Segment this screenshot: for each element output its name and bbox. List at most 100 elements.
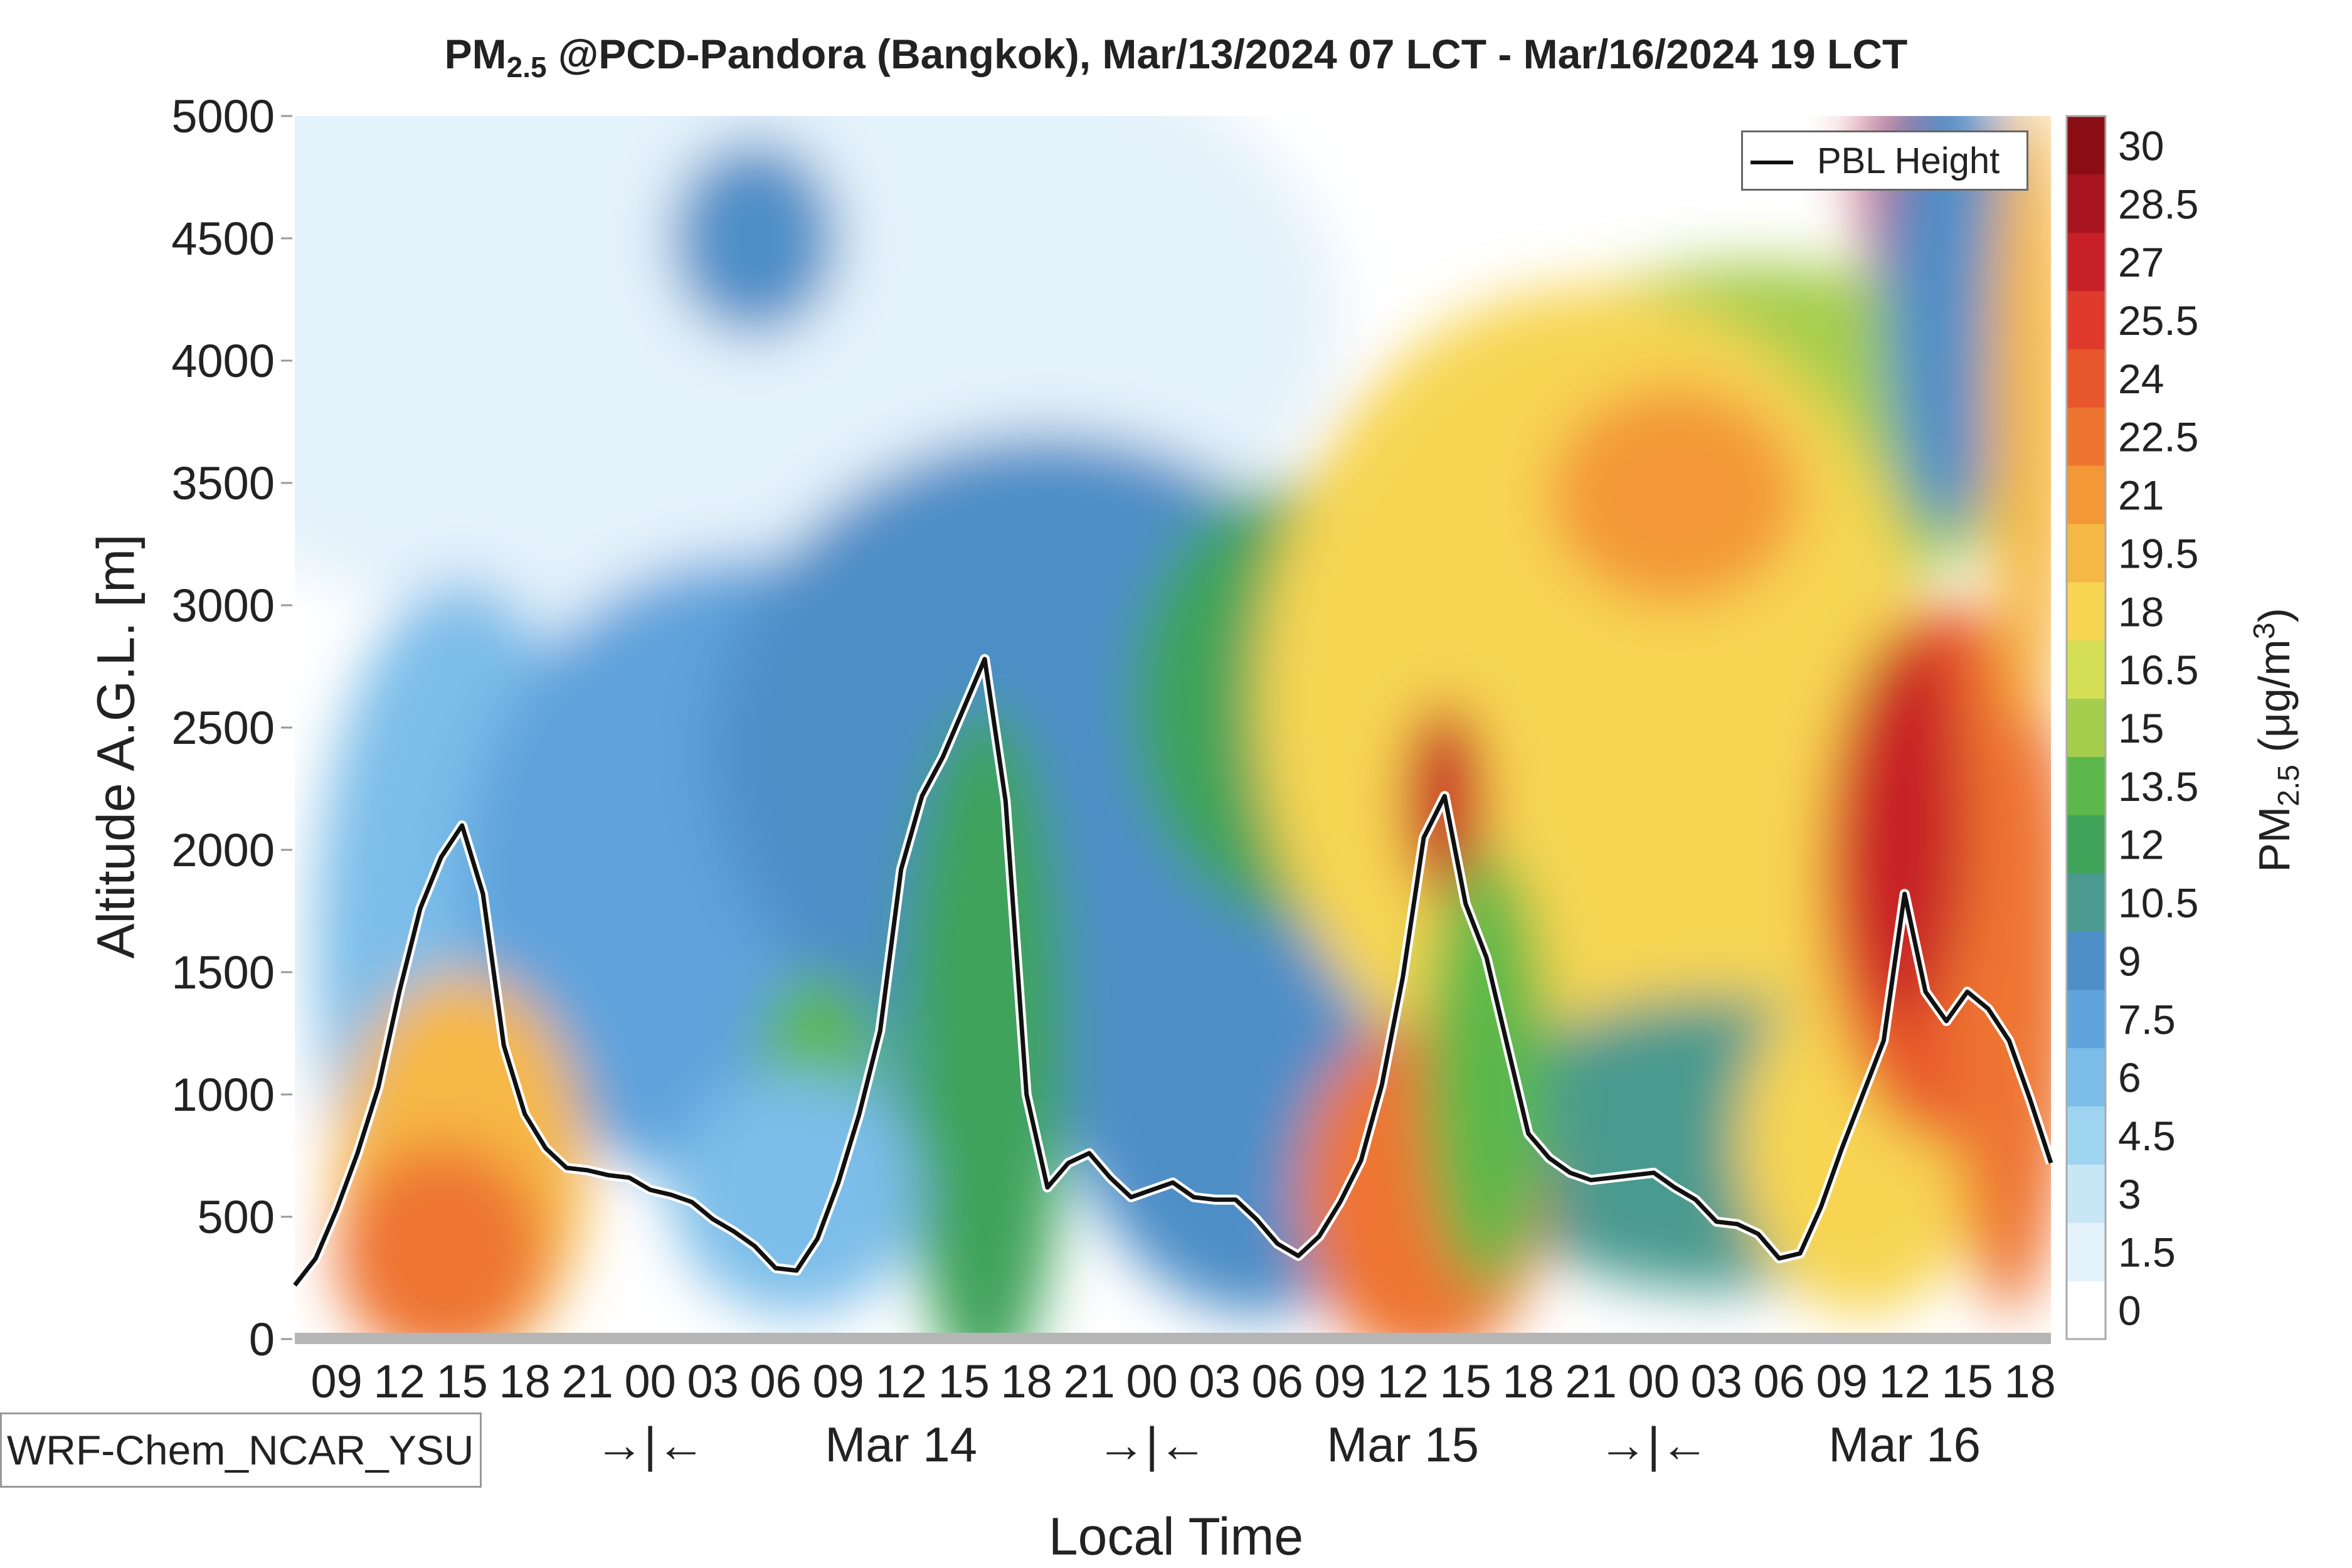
- x-tick-label: 21: [1064, 1355, 1115, 1407]
- day-label: →|←: [595, 1417, 706, 1472]
- colorbar-swatch: [2067, 873, 2106, 932]
- colorbar-swatch: [2067, 698, 2106, 757]
- x-axis-label: Local Time: [1048, 1507, 1304, 1566]
- y-axis: 0 500 1000 1500 2000 2500 3000 3500 4000 4500 5000: [171, 90, 292, 1365]
- colorbar-tick-label: 13.5: [2118, 763, 2198, 810]
- pm25-field: [295, 116, 2051, 1339]
- colorbar-swatch: [2067, 407, 2106, 466]
- colorbar-tick-label: 9: [2118, 938, 2141, 984]
- x-tick-label: 09: [311, 1355, 363, 1407]
- field-blob-10: [1549, 385, 1800, 605]
- field-blob-25: [671, 1070, 922, 1315]
- pbl-height-series: [290, 654, 2056, 1289]
- colorbar-tick-label: 16.5: [2118, 647, 2198, 693]
- y-tick-label: 3000: [171, 580, 275, 632]
- x-tick-label: 12: [1377, 1355, 1429, 1407]
- plot-area: [290, 116, 2056, 1344]
- x-tick-label: 03: [687, 1355, 739, 1407]
- x-tick-label: 15: [437, 1355, 488, 1407]
- legend: PBL Height: [1741, 130, 2028, 191]
- colorbar-tick-label: 1.5: [2118, 1229, 2176, 1276]
- x-tick-label: 15: [938, 1355, 990, 1407]
- x-tick-label: 03: [1691, 1355, 1742, 1407]
- colorbar-tick-label: 30: [2118, 122, 2164, 169]
- day-label: Mar 16: [1828, 1417, 1981, 1472]
- x-tick-label: 06: [1754, 1355, 1805, 1407]
- colorbar-frame: [2065, 115, 2107, 1340]
- colorbar-swatch: [2067, 349, 2106, 408]
- colorbar-tick-label: 12: [2118, 822, 2164, 868]
- field-blob-19: [1946, 630, 2051, 1315]
- colorbar-swatch: [2067, 232, 2106, 292]
- x-tick-label: 06: [1252, 1355, 1303, 1407]
- colorbar-swatch: [2067, 174, 2106, 233]
- y-tick-label: 2000: [171, 824, 275, 876]
- x-tick-label: 18: [1503, 1355, 1554, 1407]
- colorbar-swatch: [2067, 815, 2106, 874]
- colorbar-swatch: [2067, 640, 2106, 699]
- y-axis-label: Altitude A.G.L. [m]: [86, 534, 146, 959]
- field-blob-24: [671, 140, 839, 336]
- day-label: →|←: [1599, 1417, 1709, 1472]
- field-blob-20: [1841, 630, 1968, 1021]
- day-label: Mar 15: [1327, 1417, 1479, 1472]
- field-blob-5: [901, 703, 1069, 1339]
- colorbar-swatch: [2067, 1164, 2106, 1223]
- field-blob-22: [1883, 116, 2010, 532]
- field-blob-16: [1424, 850, 1549, 1290]
- x-tick-label: 06: [750, 1355, 802, 1407]
- chart-title: PM2.5 @PCD-Pandora (Bangkok), Mar/13/202…: [444, 31, 1908, 84]
- x-tick-label: 18: [1001, 1355, 1052, 1407]
- colorbar-swatch: [2067, 989, 2106, 1049]
- x-tick-label: 03: [1189, 1355, 1241, 1407]
- colorbar-tick-label: 27: [2118, 239, 2164, 285]
- x-tick-label: 12: [1879, 1355, 1931, 1407]
- colorbar-swatch: [2067, 1047, 2106, 1107]
- x-tick-label: 18: [2005, 1355, 2056, 1407]
- colorbar-swatch: [2067, 1281, 2106, 1340]
- colorbar-tick-label: 3: [2118, 1171, 2141, 1217]
- colorbar-swatch: [2067, 581, 2106, 641]
- x-tick-label: 12: [876, 1355, 927, 1407]
- colorbar: 0 1.5 3 4.5 6 7.5 9 10.5 12 13.5 15 16.5 18 19.5 21 22.…: [2065, 115, 2198, 1340]
- y-tick-label: 5000: [171, 90, 275, 142]
- legend-line-swatch: [1751, 161, 1793, 164]
- x-axis: 09 12 15 18 21 00 03 06 09 12 15 18 21 00 03 06 09 12 15 18…: [311, 1355, 2056, 1472]
- y-tick-label: 3500: [171, 457, 275, 509]
- x-tick-label: 09: [1816, 1355, 1868, 1407]
- colorbar-swatch: [2067, 1106, 2106, 1165]
- colorbar-tick-label: 0: [2118, 1288, 2141, 1334]
- colorbar-tick-label: 4.5: [2118, 1113, 2176, 1159]
- x-tick-label: 18: [499, 1355, 551, 1407]
- y-tick-label: 2500: [171, 702, 275, 754]
- colorbar-tick-label: 7.5: [2118, 996, 2176, 1042]
- colorbar-label: PM2.5 (μg/m3): [2247, 608, 2306, 872]
- model-label: WRF-Chem_NCAR_YSU: [0, 1412, 482, 1488]
- colorbar-tick-label: 19.5: [2118, 530, 2198, 576]
- colorbar-tick-label: 15: [2118, 705, 2164, 751]
- y-tick-label: 0: [249, 1313, 275, 1365]
- day-label: →|←: [1097, 1417, 1207, 1472]
- colorbar-swatch: [2067, 465, 2106, 524]
- colorbar-swatch: [2067, 116, 2106, 175]
- x-tick-label: 15: [1942, 1355, 1993, 1407]
- colorbar-tick-label: 24: [2118, 356, 2164, 402]
- colorbar-swatch: [2067, 524, 2106, 583]
- colorbar-tick-label: 22.5: [2118, 414, 2198, 460]
- legend-label: PBL Height: [1817, 140, 2000, 181]
- colorbar-swatch: [2067, 290, 2106, 349]
- colorbar-tick-label: 18: [2118, 588, 2164, 635]
- day-label: Mar 14: [825, 1417, 977, 1472]
- x-tick-label: 21: [1565, 1355, 1617, 1407]
- x-tick-label: 12: [374, 1355, 425, 1407]
- colorbar-tick-label: 6: [2118, 1054, 2141, 1101]
- x-tick-label: 00: [1628, 1355, 1680, 1407]
- y-tick-label: 1000: [171, 1069, 275, 1121]
- colorbar-tick-label: 10.5: [2118, 880, 2198, 926]
- colorbar-tick-label: 21: [2118, 472, 2164, 519]
- ground-strip: [295, 1333, 2051, 1344]
- field-blob-13: [336, 1143, 546, 1339]
- colorbar-swatch: [2067, 1222, 2106, 1281]
- pbl-height-line: [293, 657, 2053, 1287]
